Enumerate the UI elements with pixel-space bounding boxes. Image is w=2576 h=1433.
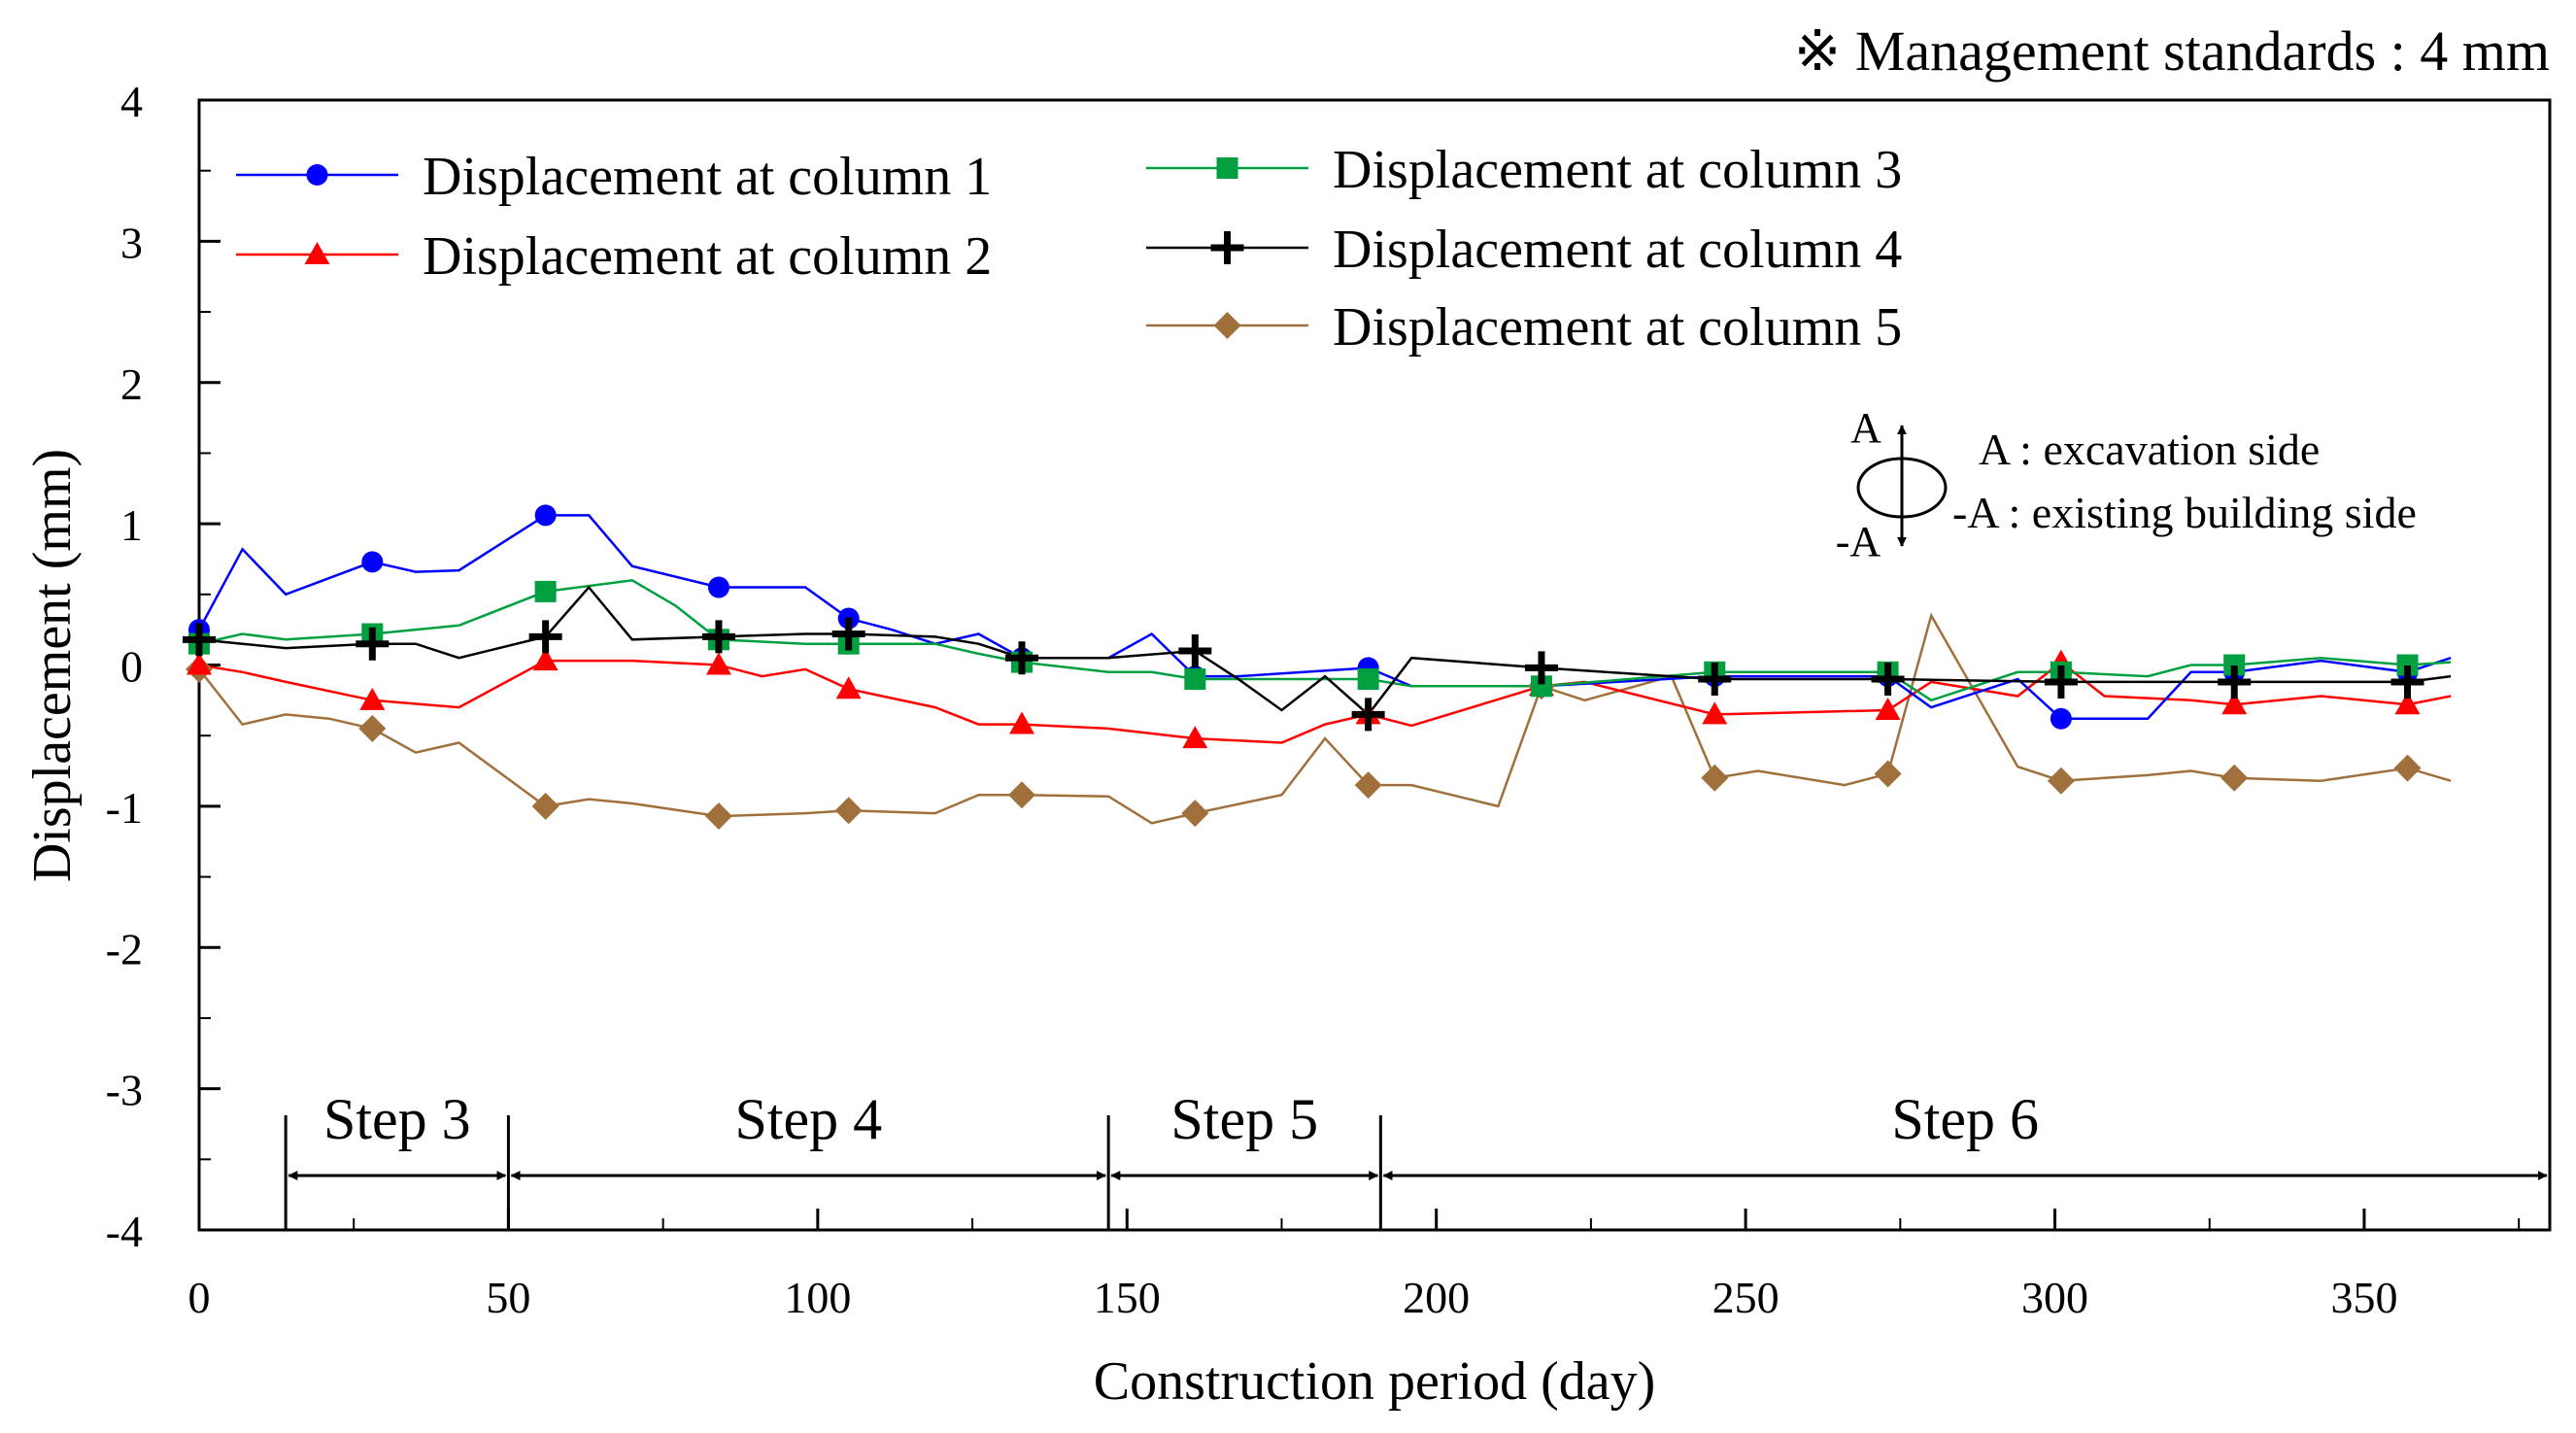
data-point-column-4: [2044, 665, 2078, 699]
x-tick-label: 300: [2021, 1273, 2088, 1322]
direction-legend: A -A A : excavation side -A : existing b…: [1836, 404, 2417, 565]
y-tick-label: 4: [120, 77, 143, 126]
data-point-column-4: [356, 627, 390, 661]
x-tick-label: 100: [784, 1273, 851, 1322]
step-label: Step 4: [734, 1087, 882, 1151]
y-tick-label: 0: [120, 642, 143, 692]
data-point-column-5: [834, 797, 863, 825]
data-point-column-5: [1181, 800, 1209, 828]
legend-marker: [306, 164, 328, 186]
step-label: Step 5: [1170, 1087, 1318, 1151]
data-point-column-2: [532, 648, 559, 671]
data-point-column-4: [2218, 665, 2252, 699]
data-point-column-5: [2220, 764, 2249, 792]
data-point-column-4: [2390, 665, 2424, 699]
series-lines: [199, 514, 2452, 825]
data-point-column-2: [835, 676, 862, 699]
data-point-column-2: [1009, 711, 1034, 734]
direction-line-1: A : excavation side: [1979, 425, 2320, 474]
data-point-column-3: [2223, 654, 2246, 676]
data-point-column-4: [1351, 698, 1385, 732]
legend-marker: [1213, 312, 1241, 339]
x-tick-label: 150: [1094, 1273, 1161, 1322]
legend-label: Displacement at column 3: [1333, 140, 1902, 200]
series-line-column-5: [199, 612, 2452, 825]
direction-bottom-label: -A: [1836, 518, 1881, 565]
data-point-column-4: [1005, 641, 1038, 675]
data-point-column-2: [705, 652, 731, 675]
data-point-column-3: [1184, 668, 1206, 691]
data-point-column-4: [1178, 633, 1212, 667]
legend-marker: [304, 242, 330, 264]
legend-marker: [1210, 231, 1244, 264]
data-point-column-2: [2221, 692, 2248, 715]
data-point-column-5: [1874, 760, 1902, 788]
data-point-column-4: [1871, 663, 1905, 697]
legend-label: Displacement at column 4: [1333, 220, 1902, 280]
x-tick-label: 200: [1403, 1273, 1470, 1322]
data-point-column-3: [1357, 668, 1379, 691]
x-tick-label: 250: [1712, 1273, 1779, 1322]
data-point-column-3: [534, 580, 557, 602]
data-point-column-5: [1701, 764, 1729, 792]
direction-top-label: A: [1850, 404, 1881, 452]
data-point-column-2: [1702, 701, 1728, 725]
legend-marker: [1216, 157, 1238, 179]
data-point-column-5: [2047, 767, 2075, 795]
x-axis-label: Construction period (day): [1094, 1351, 1656, 1412]
series-line-column-2: [199, 659, 2452, 744]
direction-line-2: -A : existing building side: [1952, 488, 2417, 537]
data-point-column-1: [707, 576, 729, 598]
data-point-column-5: [358, 714, 387, 742]
data-point-column-2: [186, 652, 212, 675]
y-tick-label: -4: [106, 1207, 143, 1256]
data-point-column-1: [534, 504, 557, 527]
column-section-icon: [1856, 457, 1948, 519]
series-line-column-1: [199, 514, 2452, 720]
management-standards-note: ※ Management standards : 4 mm: [1794, 19, 2550, 83]
data-point-column-4: [1698, 663, 1732, 697]
data-point-column-4: [183, 623, 216, 657]
data-point-column-5: [1008, 781, 1035, 809]
data-point-column-4: [528, 620, 562, 654]
data-point-column-2: [2394, 692, 2421, 715]
data-point-column-5: [704, 802, 732, 831]
legend-label: Displacement at column 1: [423, 147, 992, 207]
y-tick-label: -3: [106, 1066, 143, 1115]
data-point-column-3: [1530, 675, 1552, 698]
axes: 4 3 2 1 0 -1 -2 -3 -4 0 50 100 150 200 250 300 350: [106, 77, 2521, 1322]
data-point-column-4: [1524, 651, 1558, 685]
data-point-column-5: [1354, 771, 1382, 800]
x-tick-label: 50: [486, 1273, 530, 1322]
data-point-column-1: [361, 551, 384, 573]
step-label: Step 6: [1891, 1087, 2039, 1151]
y-tick-label: 1: [120, 500, 143, 550]
y-axis-label: Displacement (mm): [22, 449, 83, 882]
data-point-column-2: [1875, 698, 1901, 721]
construction-steps: Step 3 Step 4 Step 5 Step 6: [284, 1087, 2548, 1230]
series-line-column-3: [199, 579, 2452, 702]
data-point-column-5: [531, 792, 559, 820]
series-markers: [183, 504, 2424, 831]
y-tick-label: -1: [106, 783, 143, 833]
y-tick-label: 2: [120, 359, 143, 409]
step-label: Step 3: [323, 1087, 471, 1151]
y-tick-label: -2: [106, 924, 143, 973]
data-point-column-2: [359, 687, 386, 710]
y-tick-label: 3: [120, 218, 143, 267]
data-point-column-3: [2396, 654, 2419, 676]
data-point-column-5: [2393, 754, 2422, 782]
data-point-column-4: [831, 617, 865, 651]
legend-label: Displacement at column 2: [423, 226, 992, 287]
legend-label: Displacement at column 5: [1333, 297, 1902, 358]
legend: Displacement at column 1 Displacement at …: [236, 140, 1902, 358]
data-point-column-1: [2050, 707, 2072, 730]
x-tick-label: 350: [2330, 1273, 2397, 1322]
data-point-column-4: [701, 620, 735, 654]
data-point-column-2: [1182, 726, 1208, 749]
x-tick-label: 0: [188, 1273, 211, 1322]
